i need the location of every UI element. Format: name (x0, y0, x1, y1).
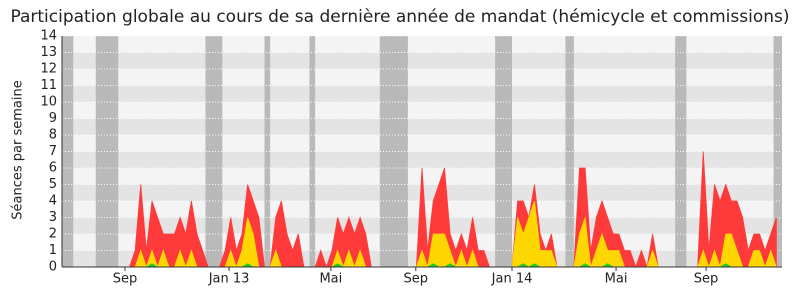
grid-stripe (62, 85, 782, 102)
x-tick-label: Mai (605, 272, 628, 287)
vacation-band (773, 36, 782, 267)
x-tick-label: Sep (113, 272, 138, 287)
grid-stripe (62, 102, 782, 119)
y-tick-label: 14 (40, 29, 57, 44)
grid-stripe (62, 151, 782, 168)
vacation-band (264, 36, 271, 267)
x-tick-label: Sep (694, 272, 719, 287)
grid-stripe (62, 36, 782, 53)
y-tick-label: 6 (49, 161, 57, 176)
y-tick-label: 12 (40, 62, 57, 77)
x-tick-label: Sep (404, 272, 429, 287)
y-axis-label: Séances par semaine (11, 80, 26, 219)
grid-stripe (62, 69, 782, 86)
y-tick-label: 7 (49, 144, 57, 159)
y-tick-label: 11 (40, 78, 57, 93)
grid-stripe (62, 118, 782, 135)
chart-title: Participation globale au cours de sa der… (11, 7, 790, 27)
x-tick-label: Mai (319, 272, 342, 287)
vacation-band (205, 36, 223, 267)
y-tick-label: 2 (49, 227, 57, 242)
x-tick-label: Jan 14 (491, 272, 533, 287)
vacation-band (309, 36, 316, 267)
y-tick-label: 4 (49, 194, 57, 209)
grid-stripe (62, 52, 782, 69)
vacation-band (379, 36, 408, 267)
y-tick-label: 5 (49, 177, 57, 192)
y-tick-label: 8 (49, 128, 57, 143)
y-tick-label: 13 (40, 45, 57, 60)
vacation-band (62, 36, 74, 267)
y-tick-label: 0 (49, 260, 57, 275)
grid-stripe (62, 135, 782, 152)
y-tick-label: 9 (49, 111, 57, 126)
x-tick-label: Jan 13 (208, 272, 250, 287)
y-tick-label: 3 (49, 210, 57, 225)
y-tick-label: 10 (40, 95, 57, 110)
y-tick-label: 1 (49, 243, 57, 258)
